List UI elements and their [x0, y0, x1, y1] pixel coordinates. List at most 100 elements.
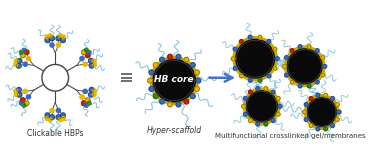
- Circle shape: [234, 38, 276, 80]
- Circle shape: [335, 103, 339, 106]
- Circle shape: [20, 53, 25, 58]
- Circle shape: [264, 122, 268, 126]
- Circle shape: [256, 87, 260, 90]
- Circle shape: [290, 80, 294, 84]
- Circle shape: [233, 47, 237, 51]
- Circle shape: [17, 92, 22, 97]
- Circle shape: [22, 48, 26, 52]
- Circle shape: [323, 64, 327, 68]
- Circle shape: [282, 64, 287, 68]
- Circle shape: [239, 40, 243, 43]
- Circle shape: [160, 57, 164, 62]
- Circle shape: [88, 92, 93, 97]
- Circle shape: [195, 87, 200, 91]
- Circle shape: [26, 57, 31, 61]
- Circle shape: [56, 108, 60, 113]
- Circle shape: [26, 95, 31, 99]
- Circle shape: [50, 36, 54, 41]
- Circle shape: [316, 93, 320, 97]
- Circle shape: [176, 54, 181, 59]
- Circle shape: [22, 104, 26, 107]
- Circle shape: [14, 89, 18, 93]
- Circle shape: [48, 118, 52, 122]
- Circle shape: [19, 101, 23, 105]
- Circle shape: [331, 97, 335, 100]
- Circle shape: [81, 50, 86, 55]
- Circle shape: [80, 95, 84, 99]
- Circle shape: [304, 118, 308, 121]
- Circle shape: [48, 34, 52, 38]
- Circle shape: [271, 90, 275, 94]
- Circle shape: [50, 115, 54, 120]
- Circle shape: [275, 57, 279, 61]
- Circle shape: [160, 99, 164, 104]
- Circle shape: [23, 89, 27, 93]
- Circle shape: [85, 53, 90, 58]
- Circle shape: [151, 58, 197, 104]
- Circle shape: [248, 90, 252, 94]
- Circle shape: [331, 124, 335, 127]
- Circle shape: [83, 89, 87, 93]
- Circle shape: [304, 103, 308, 106]
- Circle shape: [60, 113, 65, 118]
- Circle shape: [93, 63, 97, 66]
- Circle shape: [167, 102, 172, 107]
- Circle shape: [176, 102, 181, 107]
- Circle shape: [23, 62, 27, 66]
- Circle shape: [89, 63, 94, 68]
- Circle shape: [316, 127, 320, 131]
- Circle shape: [149, 87, 154, 91]
- Circle shape: [80, 57, 84, 61]
- Circle shape: [16, 87, 21, 92]
- Circle shape: [195, 70, 200, 75]
- Circle shape: [147, 78, 152, 83]
- Text: Clickable HBPs: Clickable HBPs: [27, 129, 84, 138]
- Circle shape: [149, 70, 154, 75]
- Text: Multifunctional crosslinked gel/membranes: Multifunctional crosslinked gel/membrane…: [215, 133, 366, 139]
- Circle shape: [285, 56, 288, 59]
- Circle shape: [85, 104, 88, 107]
- Circle shape: [14, 93, 18, 96]
- Circle shape: [276, 97, 280, 100]
- Circle shape: [50, 43, 54, 47]
- Circle shape: [298, 45, 302, 49]
- Circle shape: [60, 38, 65, 43]
- Circle shape: [184, 57, 189, 62]
- Circle shape: [273, 47, 277, 51]
- Circle shape: [239, 74, 243, 78]
- Circle shape: [243, 112, 247, 116]
- Circle shape: [231, 57, 235, 61]
- Circle shape: [248, 119, 252, 122]
- Circle shape: [278, 104, 282, 108]
- Circle shape: [285, 73, 288, 77]
- Circle shape: [335, 118, 339, 121]
- Circle shape: [307, 84, 311, 88]
- Circle shape: [248, 78, 252, 82]
- Circle shape: [17, 58, 22, 63]
- Circle shape: [45, 113, 50, 118]
- Circle shape: [56, 115, 61, 120]
- Circle shape: [258, 35, 262, 39]
- Circle shape: [305, 96, 338, 128]
- Circle shape: [85, 98, 90, 103]
- Circle shape: [45, 117, 49, 120]
- Circle shape: [58, 34, 62, 38]
- Circle shape: [191, 63, 195, 67]
- Circle shape: [233, 66, 237, 70]
- Circle shape: [191, 94, 195, 99]
- Circle shape: [87, 50, 91, 54]
- Circle shape: [307, 45, 311, 49]
- Circle shape: [56, 36, 61, 41]
- Circle shape: [321, 73, 325, 77]
- Circle shape: [45, 35, 49, 39]
- Circle shape: [196, 78, 201, 83]
- Circle shape: [24, 101, 29, 106]
- Text: HB core: HB core: [154, 75, 194, 84]
- Circle shape: [324, 93, 327, 97]
- Circle shape: [337, 110, 341, 114]
- Circle shape: [62, 35, 65, 39]
- Circle shape: [85, 48, 88, 52]
- Text: Hyper-scaffold: Hyper-scaffold: [147, 126, 202, 135]
- Circle shape: [273, 66, 277, 70]
- Circle shape: [89, 87, 94, 92]
